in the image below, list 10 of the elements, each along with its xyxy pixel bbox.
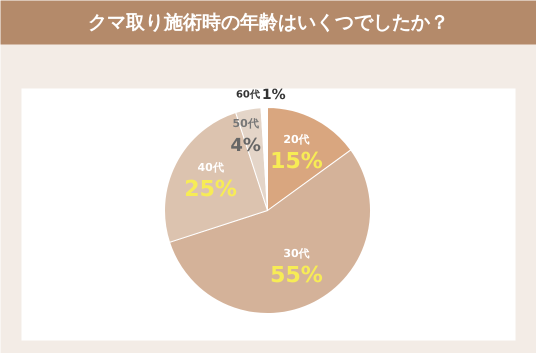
data-label: 25% bbox=[184, 177, 237, 202]
slice-label: 60代 bbox=[236, 88, 260, 101]
data-label: 1% bbox=[262, 87, 286, 104]
slice-label: 30代 bbox=[283, 246, 310, 260]
data-label: 15% bbox=[270, 149, 323, 174]
slice-label: 20代 bbox=[283, 133, 310, 146]
data-label: 55% bbox=[270, 262, 323, 288]
slice-label: 50代 bbox=[232, 117, 259, 130]
chart-title: クマ取り施術時の年齢はいくつでしたか？ bbox=[88, 12, 449, 34]
slice-label: 40代 bbox=[197, 161, 224, 174]
